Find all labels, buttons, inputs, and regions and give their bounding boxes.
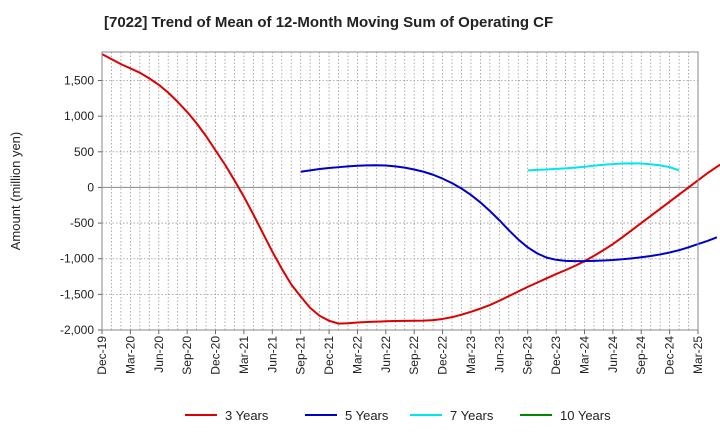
x-tick-label: Jun-23 xyxy=(492,336,506,373)
y-tick-label: 500 xyxy=(74,145,94,159)
x-tick-label: Mar-21 xyxy=(237,336,251,374)
plot-frame xyxy=(101,51,699,331)
x-tick-label: Sep-20 xyxy=(180,336,194,375)
legend-label: 7 Years xyxy=(450,408,494,423)
x-tick-label: Dec-20 xyxy=(209,336,223,375)
x-tick-label: Jun-21 xyxy=(265,336,279,373)
x-tick-label: Jun-20 xyxy=(152,336,166,373)
x-tick-label: Sep-24 xyxy=(634,336,648,375)
y-tick-label: -2,000 xyxy=(60,323,94,337)
series-line-3 xyxy=(527,162,680,172)
x-tick-label: Sep-22 xyxy=(407,336,421,375)
x-tick-label: Mar-25 xyxy=(691,336,705,374)
x-tick-label: Mar-20 xyxy=(123,336,137,374)
y-tick-label: -500 xyxy=(70,216,94,230)
legend-label: 3 Years xyxy=(225,408,269,423)
y-tick-label: 1,500 xyxy=(64,74,94,88)
x-tick-label: Sep-21 xyxy=(294,336,308,375)
y-tick-label: 0 xyxy=(87,180,94,194)
y-tick-label: -1,500 xyxy=(60,287,94,301)
x-tick-label: Dec-21 xyxy=(322,336,336,375)
x-tick-label: Sep-23 xyxy=(521,336,535,375)
x-tick-label: Dec-23 xyxy=(549,336,563,375)
y-axis-label: Amount (million yen) xyxy=(8,132,23,251)
x-tick-label: Dec-22 xyxy=(436,336,450,375)
x-tick-label: Jun-24 xyxy=(606,336,620,373)
x-tick-label: Dec-24 xyxy=(663,336,677,375)
series-line-1 xyxy=(101,53,720,325)
y-tick-label: -1,000 xyxy=(60,252,94,266)
series-line-2 xyxy=(300,164,718,263)
legend-label: 5 Years xyxy=(345,408,389,423)
x-tick-label: Mar-23 xyxy=(464,336,478,374)
x-tick-label: Jun-22 xyxy=(379,336,393,373)
legend-label: 10 Years xyxy=(560,408,611,423)
x-tick-label: Dec-19 xyxy=(95,336,109,375)
chart-title: [7022] Trend of Mean of 12-Month Moving … xyxy=(104,14,554,31)
x-tick-label: Mar-24 xyxy=(577,336,591,374)
y-tick-label: 1,000 xyxy=(64,109,94,123)
x-tick-label: Mar-22 xyxy=(350,336,364,374)
